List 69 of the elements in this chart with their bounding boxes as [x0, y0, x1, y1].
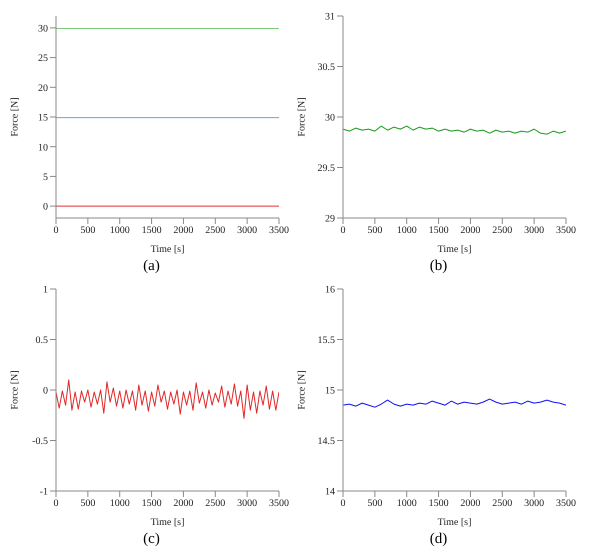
y-axis-title: Force [N] [296, 370, 308, 410]
y-axis-title: Force [N] [296, 97, 308, 137]
y-tick-label: 25 [38, 53, 48, 64]
x-tick-label: 3000 [237, 225, 258, 236]
line-series [343, 398, 566, 408]
line-series [343, 126, 566, 135]
x-tick-label: 0 [54, 498, 58, 510]
x-tick-label: 2000 [460, 225, 480, 236]
x-tick-label: 1500 [142, 498, 162, 510]
x-tick-label: 3000 [524, 498, 544, 510]
x-tick-label: 2000 [173, 225, 194, 236]
x-tick-label: 1500 [142, 225, 162, 236]
x-tick-label: 1000 [396, 225, 417, 236]
x-tick-label: 3500 [269, 498, 289, 510]
y-tick-label: 0.5 [36, 335, 48, 346]
x-tick-label: 1500 [428, 498, 449, 510]
y-tick-label: 14.5 [318, 436, 335, 448]
x-tick-label: 1000 [396, 498, 417, 510]
y-tick-label: 15 [325, 386, 335, 397]
y-tick-label: 30 [38, 23, 48, 34]
y-tick-label: 20 [38, 82, 48, 94]
x-tick-label: 500 [367, 498, 382, 510]
x-tick-label: 2500 [492, 225, 512, 236]
y-tick-label: 14 [325, 486, 335, 498]
x-tick-label: 3000 [524, 225, 544, 236]
text: (b) [428, 258, 448, 275]
x-axis-title: Time [s] [438, 244, 472, 255]
line-series [56, 379, 279, 419]
x-axis-title: Time [s] [150, 244, 184, 255]
x-tick-label: 1000 [110, 225, 130, 236]
y-tick-label: 15 [38, 112, 48, 124]
x-axis-title: Time [s] [438, 517, 472, 528]
y-tick-label: 31 [325, 12, 335, 23]
y-axis-title: Force [N] [10, 97, 21, 137]
x-tick-label: 3000 [237, 498, 258, 510]
x-tick-label: 500 [80, 498, 96, 510]
y-tick-label: 16 [325, 284, 335, 296]
y-tick-label: 0 [43, 386, 48, 397]
x-tick-label: 0 [340, 225, 346, 236]
y-tick-label: 5 [43, 172, 48, 183]
x-tick-label: 2500 [492, 498, 512, 510]
y-tick-label: 1 [43, 284, 48, 296]
x-tick-label: 2000 [173, 498, 194, 510]
x-tick-label: 2000 [460, 498, 480, 510]
text: (d) [428, 531, 448, 548]
x-tick-label: 0 [340, 498, 346, 510]
x-tick-label: 1000 [110, 498, 130, 510]
x-tick-label: 3500 [556, 498, 576, 510]
x-tick-label: 500 [80, 225, 96, 236]
y-tick-label: 29 [325, 214, 335, 225]
x-tick-label: 2500 [205, 225, 226, 236]
x-tick-label: 3500 [269, 225, 289, 236]
y-tick-label: -1 [40, 486, 48, 498]
y-axis-title: Force [N] [10, 370, 21, 410]
text: (a) [142, 258, 161, 275]
y-tick-label: 30 [325, 112, 335, 124]
x-tick-label: 3500 [556, 225, 576, 236]
y-tick-label: 29.5 [318, 163, 335, 174]
x-tick-label: 2500 [205, 498, 226, 510]
x-tick-label: 500 [367, 225, 382, 236]
y-tick-label: 30.5 [318, 62, 335, 74]
y-tick-label: 0 [43, 202, 48, 213]
y-tick-label: -0.5 [32, 436, 48, 448]
x-tick-label: 1500 [428, 225, 449, 236]
y-tick-label: 10 [38, 142, 48, 154]
y-tick-label: 15.5 [318, 335, 335, 346]
x-axis-title: Time [s] [150, 517, 184, 528]
text: (c) [142, 531, 161, 548]
x-tick-label: 0 [54, 225, 58, 236]
